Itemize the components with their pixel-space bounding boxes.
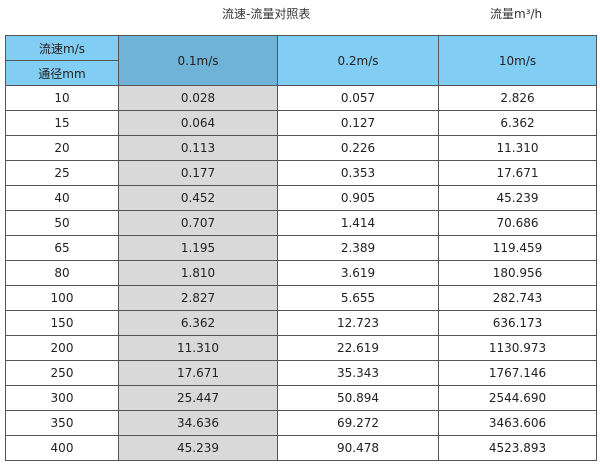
flow-cell: 0.113 <box>118 135 278 161</box>
flow-cell: 11.310 <box>118 335 278 361</box>
flow-cell: 90.478 <box>277 435 439 461</box>
column-header-0.1: 0.1m/s <box>118 35 278 86</box>
flow-cell: 0.028 <box>118 85 278 111</box>
table-row: 65 1.195 2.389 119.459 <box>5 235 597 261</box>
flow-cell: 2.826 <box>438 85 597 111</box>
column-header-10: 10m/s <box>438 35 597 86</box>
flow-cell: 70.686 <box>438 210 597 236</box>
diameter-cell: 80 <box>5 260 119 286</box>
flow-cell: 119.459 <box>438 235 597 261</box>
flow-cell: 0.452 <box>118 185 278 211</box>
diameter-cell: 150 <box>5 310 119 336</box>
flow-cell: 6.362 <box>438 110 597 136</box>
diameter-cell: 400 <box>5 435 119 461</box>
diameter-cell: 50 <box>5 210 119 236</box>
flow-cell: 0.707 <box>118 210 278 236</box>
flow-cell: 17.671 <box>438 160 597 186</box>
table-row: 40 0.452 0.905 45.239 <box>5 185 597 211</box>
flow-cell: 12.723 <box>277 310 439 336</box>
flow-cell: 4523.893 <box>438 435 597 461</box>
diameter-cell: 40 <box>5 185 119 211</box>
flow-cell: 0.226 <box>277 135 439 161</box>
table-row: 350 34.636 69.272 3463.606 <box>5 410 597 436</box>
diameter-header: 通径mm <box>5 60 119 86</box>
diameter-cell: 65 <box>5 235 119 261</box>
diameter-cell: 25 <box>5 160 119 186</box>
table-row: 400 45.239 90.478 4523.893 <box>5 435 597 461</box>
flow-cell: 3463.606 <box>438 410 597 436</box>
diameter-cell: 15 <box>5 110 119 136</box>
flow-cell: 45.239 <box>118 435 278 461</box>
flow-cell: 2544.690 <box>438 385 597 411</box>
flow-cell: 5.655 <box>277 285 439 311</box>
table-row: 300 25.447 50.894 2544.690 <box>5 385 597 411</box>
flow-cell: 17.671 <box>118 360 278 386</box>
flow-cell: 1130.973 <box>438 335 597 361</box>
table-row: 250 17.671 35.343 1767.146 <box>5 360 597 386</box>
flow-cell: 2.827 <box>118 285 278 311</box>
flow-table: 流速m/s 0.1m/s 0.2m/s 10m/s 通径mm 10 0.028 0.… <box>5 35 597 461</box>
velocity-header: 流速m/s <box>5 35 119 61</box>
table-title: 流速-流量对照表 <box>222 7 311 21</box>
flow-cell: 69.272 <box>277 410 439 436</box>
diameter-cell: 250 <box>5 360 119 386</box>
diameter-cell: 300 <box>5 385 119 411</box>
flow-cell: 636.173 <box>438 310 597 336</box>
diameter-cell: 10 <box>5 85 119 111</box>
flow-cell: 0.127 <box>277 110 439 136</box>
diameter-cell: 100 <box>5 285 119 311</box>
flow-cell: 2.389 <box>277 235 439 261</box>
table-row: 10 0.028 0.057 2.826 <box>5 85 597 111</box>
flow-cell: 1.414 <box>277 210 439 236</box>
flow-cell: 35.343 <box>277 360 439 386</box>
table-row: 80 1.810 3.619 180.956 <box>5 260 597 286</box>
column-header-0.2: 0.2m/s <box>277 35 439 86</box>
flow-cell: 0.057 <box>277 85 439 111</box>
flow-cell: 1767.146 <box>438 360 597 386</box>
header-row: 流速m/s 0.1m/s 0.2m/s 10m/s <box>5 35 597 86</box>
flow-cell: 3.619 <box>277 260 439 286</box>
flow-cell: 45.239 <box>438 185 597 211</box>
flow-cell: 0.905 <box>277 185 439 211</box>
flow-cell: 25.447 <box>118 385 278 411</box>
flow-cell: 1.195 <box>118 235 278 261</box>
unit-label: 流量m³/h <box>490 7 543 21</box>
flow-cell: 0.177 <box>118 160 278 186</box>
table-row: 100 2.827 5.655 282.743 <box>5 285 597 311</box>
flow-cell: 0.064 <box>118 110 278 136</box>
table-row: 25 0.177 0.353 17.671 <box>5 160 597 186</box>
flow-cell: 50.894 <box>277 385 439 411</box>
flow-cell: 11.310 <box>438 135 597 161</box>
table-row: 150 6.362 12.723 636.173 <box>5 310 597 336</box>
flow-cell: 6.362 <box>118 310 278 336</box>
diameter-cell: 20 <box>5 135 119 161</box>
table-row: 15 0.064 0.127 6.362 <box>5 110 597 136</box>
table-row: 200 11.310 22.619 1130.973 <box>5 335 597 361</box>
flow-cell: 1.810 <box>118 260 278 286</box>
flow-cell: 34.636 <box>118 410 278 436</box>
header-row: 通径mm <box>5 60 597 86</box>
table-row: 50 0.707 1.414 70.686 <box>5 210 597 236</box>
table-row: 20 0.113 0.226 11.310 <box>5 135 597 161</box>
flow-cell: 22.619 <box>277 335 439 361</box>
diameter-cell: 200 <box>5 335 119 361</box>
flow-cell: 180.956 <box>438 260 597 286</box>
diameter-cell: 350 <box>5 410 119 436</box>
flow-cell: 282.743 <box>438 285 597 311</box>
flow-cell: 0.353 <box>277 160 439 186</box>
